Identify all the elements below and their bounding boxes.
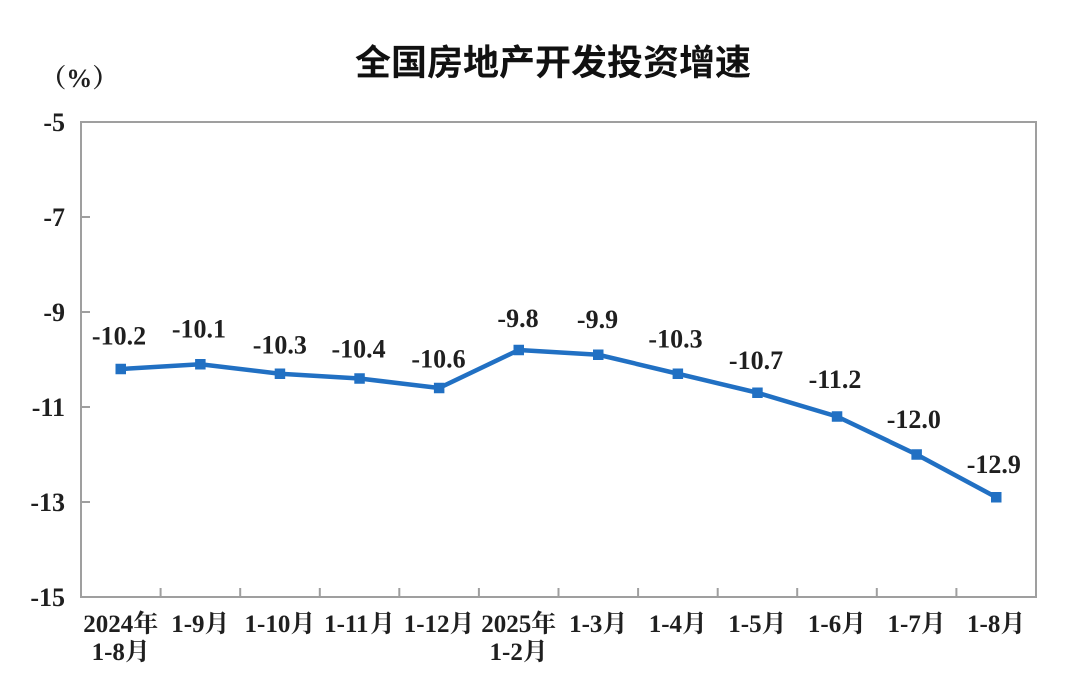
svg-text:-11.2: -11.2	[809, 365, 862, 394]
svg-text:-11: -11	[32, 393, 65, 422]
svg-text:1-2: 1-2	[490, 639, 523, 666]
svg-text:-12.9: -12.9	[967, 450, 1021, 479]
svg-text:%: %	[66, 64, 92, 93]
svg-text:1-5: 1-5	[728, 611, 761, 638]
svg-text:-9: -9	[43, 298, 65, 327]
svg-text:-10.7: -10.7	[729, 346, 783, 375]
svg-text:1-3: 1-3	[569, 611, 602, 638]
svg-text:-12.0: -12.0	[887, 405, 941, 434]
svg-text:2024: 2024	[83, 611, 134, 638]
svg-text:-10.3: -10.3	[253, 331, 307, 360]
svg-text:1-9: 1-9	[171, 611, 204, 638]
svg-text:-10.4: -10.4	[332, 334, 386, 363]
svg-text:-10.6: -10.6	[411, 345, 465, 374]
svg-text:1-8: 1-8	[967, 611, 1000, 638]
svg-text:1-6: 1-6	[808, 611, 841, 638]
svg-text:2025: 2025	[481, 611, 531, 638]
svg-text:-10.1: -10.1	[172, 315, 226, 344]
svg-text:-7: -7	[43, 203, 65, 232]
svg-text:-5: -5	[43, 108, 65, 137]
svg-text:-15: -15	[30, 583, 65, 612]
svg-text:1-8: 1-8	[92, 639, 125, 666]
svg-text:-13: -13	[30, 488, 65, 517]
svg-text:-10.3: -10.3	[648, 324, 702, 353]
svg-text:1-11: 1-11	[324, 611, 368, 638]
svg-text:1-7: 1-7	[888, 611, 921, 638]
svg-text:1-12: 1-12	[404, 611, 450, 638]
svg-text:1-4: 1-4	[649, 611, 683, 638]
svg-text:-9.8: -9.8	[497, 304, 538, 333]
svg-text:-9.9: -9.9	[577, 305, 618, 334]
svg-text:-10.2: -10.2	[92, 322, 146, 351]
svg-text:1-10: 1-10	[245, 611, 291, 638]
